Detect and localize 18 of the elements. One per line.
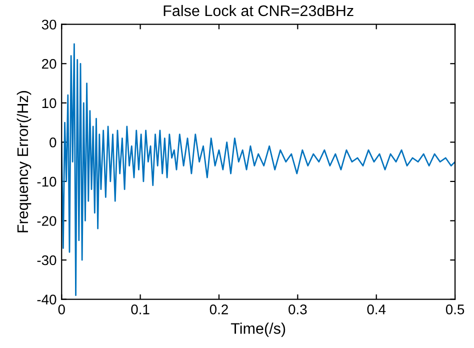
y-tick-label: 20 <box>42 58 56 69</box>
chart-title: False Lock at CNR=23dBHz <box>164 4 354 16</box>
x-tick-label: 0 <box>58 304 65 314</box>
y-axis-title: Frequency Error(/Hz) <box>16 91 32 232</box>
x-tick-label: 0.5 <box>446 304 464 314</box>
y-tick-label: 10 <box>42 98 56 108</box>
y-tick-label: -10 <box>37 176 56 187</box>
x-axis-title: Time(/s) <box>230 322 286 337</box>
y-tick-label: 0 <box>50 138 56 148</box>
y-tick-label: -30 <box>37 255 56 266</box>
x-tick-label: 0.4 <box>367 304 386 314</box>
y-tick-label: -20 <box>37 216 56 226</box>
x-tick-label: 0.1 <box>131 304 150 314</box>
line-series <box>62 43 456 296</box>
y-tick-label: -40 <box>37 294 56 304</box>
x-tick-label: 0.3 <box>288 304 307 314</box>
y-tick-label: 30 <box>42 20 56 30</box>
x-tick-label: 0.2 <box>210 304 228 314</box>
